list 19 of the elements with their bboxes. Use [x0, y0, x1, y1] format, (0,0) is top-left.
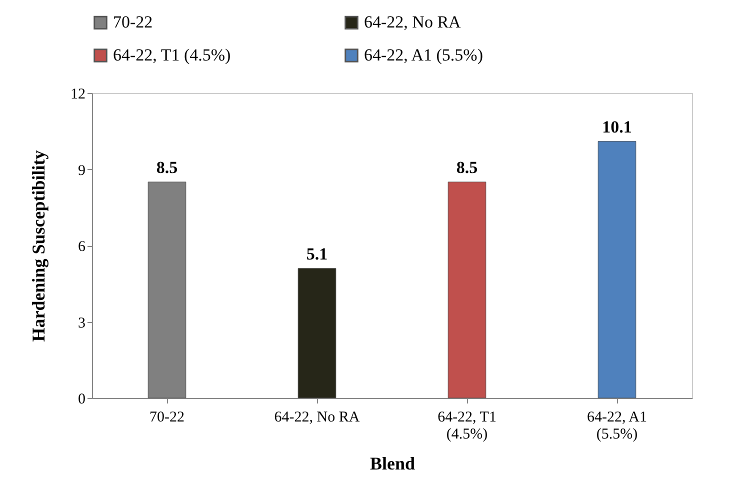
y-tick-label: 12	[70, 86, 86, 102]
y-tick-label: 0	[78, 392, 86, 408]
y-tick-label: 6	[78, 239, 86, 255]
data-label: 10.1	[602, 117, 632, 136]
legend-label: 64-22, No RA	[364, 12, 462, 32]
legend-label: 64-22, A1 (5.5%)	[364, 46, 483, 64]
legend-label: 64-22, T1 (4.5%)	[113, 46, 231, 64]
legend-label: 70-22	[113, 12, 153, 32]
x-tick-label: 64-22, A1 (5.5%)	[587, 410, 647, 442]
x-tick-label: 64-22, No RA	[274, 410, 360, 426]
data-label: 8.5	[156, 158, 178, 177]
data-label: 5.1	[306, 244, 328, 264]
y-tick-label: 3	[78, 315, 86, 332]
x-tick-label: 70-22	[150, 410, 184, 426]
x-axis-title: Blend	[370, 454, 416, 474]
y-tick-label: 9	[78, 162, 86, 179]
y-axis-title: Hardening Susceptibility	[28, 150, 48, 342]
x-tick-label: 64-22, T1 (4.5%)	[438, 410, 496, 442]
data-label: 8.5	[456, 158, 478, 177]
